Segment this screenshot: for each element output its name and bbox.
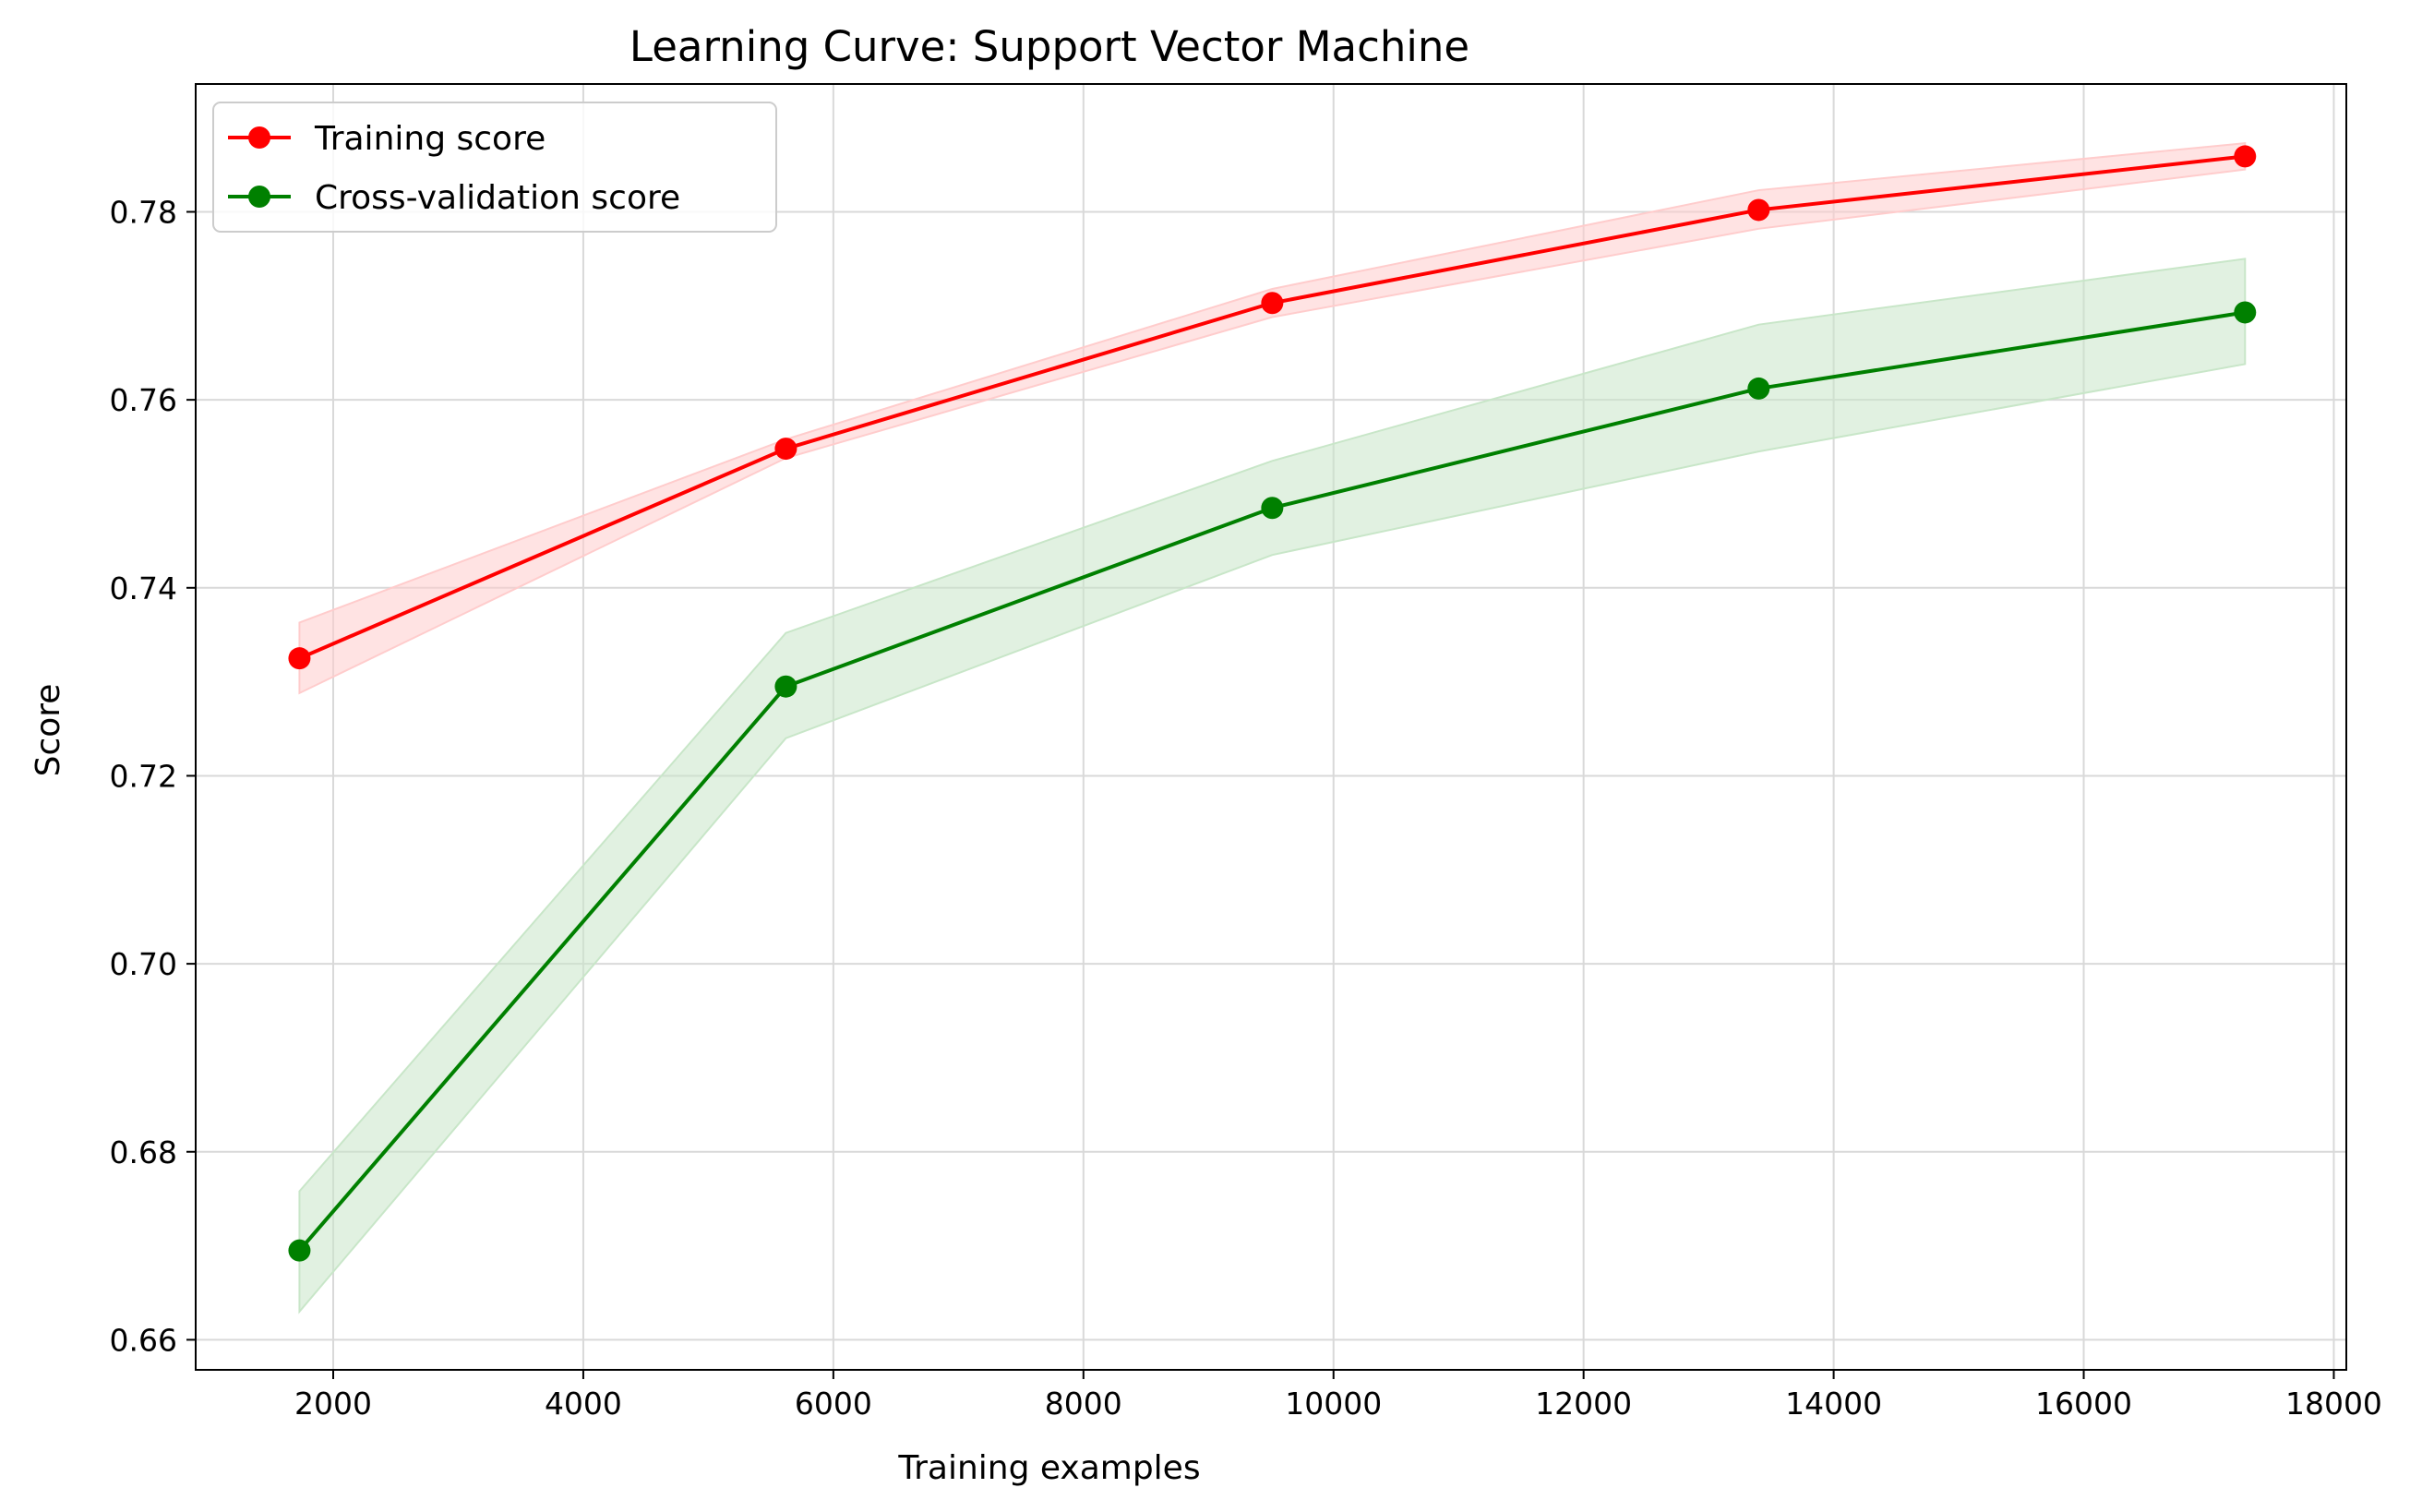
grid <box>196 84 2346 1370</box>
legend-label-training-score: Training score <box>314 120 546 158</box>
x-tick-label: 2000 <box>294 1386 372 1422</box>
y-tick-label: 0.74 <box>110 570 177 606</box>
confidence-bands <box>298 142 2247 1314</box>
training-score-point <box>1261 292 1284 315</box>
cross-validation-score-point <box>1261 497 1284 520</box>
y-axis-label: Score <box>30 684 67 777</box>
cross-validation-score-point <box>1747 377 1770 400</box>
cross-validation-score-point <box>774 675 797 698</box>
legend-swatch-marker <box>248 126 270 149</box>
legend-box <box>212 102 777 233</box>
legend-label-cross-validation-score: Cross-validation score <box>315 179 680 217</box>
y-tick-label: 0.78 <box>110 194 177 230</box>
y-tick-label: 0.76 <box>110 382 177 418</box>
training-score-point <box>288 647 311 670</box>
cross-validation-score-line <box>297 310 2246 1252</box>
cross-validation-score-point <box>288 1239 311 1262</box>
plot-frame <box>195 83 2347 1371</box>
cross-validation-score-band <box>298 258 2247 1314</box>
training-score-band <box>298 142 2247 695</box>
training-score-point <box>774 438 797 461</box>
x-axis-label: Training examples <box>897 1449 1200 1487</box>
chart-title: Learning Curve: Support Vector Machine <box>629 22 1469 71</box>
series-points <box>288 145 2257 1262</box>
y-tick-label: 0.68 <box>110 1134 177 1170</box>
x-tick-label: 8000 <box>1045 1386 1122 1422</box>
training-score-point <box>2234 145 2257 168</box>
legend-swatch-marker <box>248 186 270 208</box>
x-tick-label: 12000 <box>1535 1386 1632 1422</box>
x-axis-ticks: 2000 4000 6000 8000 10000 12000 14000 16000 1800… <box>294 1370 2382 1422</box>
cross-validation-score-point <box>2234 301 2257 324</box>
x-tick-label: 16000 <box>2035 1386 2132 1422</box>
y-axis-ticks: 0.66 0.68 0.70 0.72 0.74 0.76 0.78 <box>110 194 196 1358</box>
legend: Training score Cross-validation score <box>212 102 777 233</box>
y-tick-label: 0.70 <box>110 946 177 982</box>
y-tick-label: 0.72 <box>110 758 177 794</box>
x-tick-label: 18000 <box>2285 1386 2382 1422</box>
x-tick-label: 6000 <box>795 1386 872 1422</box>
training-score-point <box>1747 198 1770 222</box>
x-tick-label: 4000 <box>545 1386 622 1422</box>
y-tick-label: 0.66 <box>110 1322 177 1358</box>
x-tick-label: 14000 <box>1785 1386 1882 1422</box>
x-tick-label: 10000 <box>1285 1386 1382 1422</box>
